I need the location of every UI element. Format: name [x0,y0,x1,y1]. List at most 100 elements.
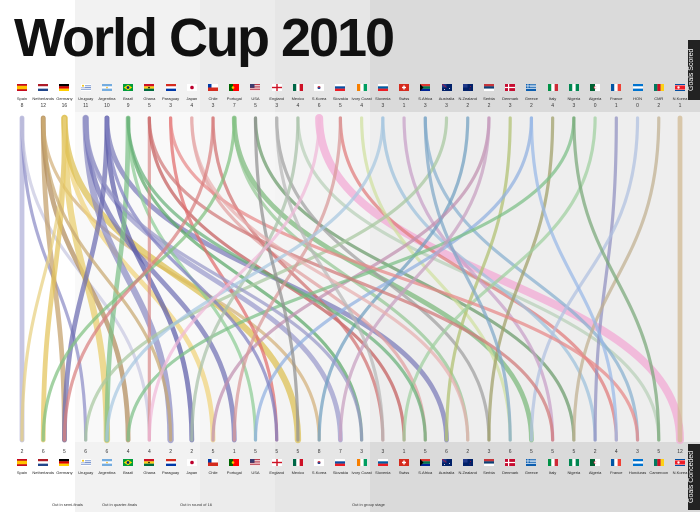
stage-label-quarters: Out in quarter-finals [102,502,138,507]
conceded-goal-count: 3 [360,449,363,455]
scored-team-name: Greece [524,96,538,101]
conceded-flag-icon [653,459,664,466]
flow-line [253,116,534,442]
scored-team-name: Denmark [502,96,519,101]
conceded-flag-icon [675,459,685,466]
flow-line [82,114,174,444]
flow-line [168,116,640,442]
conceded-team-name: Portugal [226,470,242,475]
scored-goal-count: 3 [169,103,172,109]
conceded-team-name: Japan [186,470,198,475]
scored-team-name: Serbia [483,96,495,101]
scored-flag-icon [186,84,197,91]
scored-goal-count: 8 [20,103,24,109]
scored-team-name: Mexico [291,96,305,101]
scored-flag-icon [38,84,49,91]
flow-line [253,116,300,442]
scored-goal-count: 4 [360,103,363,109]
conceded-goal-count: 5 [530,449,533,455]
scored-goal-count: 9 [126,103,130,109]
conceded-flag-icon [314,459,325,466]
conceded-team-name: Swiss [398,470,410,475]
conceded-team-name: Australia [438,470,455,475]
scored-goal-count: 12 [40,103,46,109]
conceded-flag-icon [165,459,176,466]
scored-flag-icon [590,84,601,91]
scored-team-name: Uruguay [78,96,94,101]
scored-flag-icon [399,84,410,91]
conceded-goal-count: 1 [402,449,406,455]
conceded-flag-icon [208,459,219,466]
scored-flag-icon [377,84,388,91]
conceded-goal-count: 2 [20,449,24,455]
scored-goal-count: 3 [423,103,427,109]
conceded-flag-icon [144,459,155,466]
scored-flag-icon [59,84,70,91]
flow-line [147,116,321,442]
conceded-goal-count: 4 [614,449,618,455]
conceded-goal-count: 5 [211,449,215,455]
conceded-goal-count: 6 [41,449,45,455]
scored-flag-icon [675,84,685,91]
scored-team-name: Slovakia [332,96,348,101]
scored-flag-icon [271,84,282,91]
stage-label-r16: Out in round of 16 [180,502,213,507]
scored-team-name: S.Africa [418,96,433,101]
conceded-team-name: Spain [16,470,28,475]
scored-goal-count: 3 [572,103,576,109]
scored-team-name: HON [633,96,642,101]
conceded-team-name: Slovakia [332,470,348,475]
conceded-goal-count: 6 [508,449,512,455]
conceded-goal-count: 6 [84,449,88,455]
stage-label-group: Out in group stage [352,502,385,507]
scored-flag-icon [356,84,367,91]
conceded-team-name: S.Africa [418,470,433,475]
scored-team-name: France [610,96,623,101]
flow-line [487,116,555,442]
scored-flag-icon [632,84,643,91]
scored-team-name: Nigeria [567,96,581,101]
scored-team-name: Chile [208,96,218,101]
scored-team-name: Brazil [123,96,134,101]
flow-line [62,115,110,443]
flow-line [104,115,131,443]
scored-flag-icon [441,84,452,91]
conceded-flag-icon [271,459,282,466]
scored-team-name: N.Korea [672,96,688,101]
scored-team-name: USA [251,96,260,101]
scored-goal-count: 1 [614,103,618,109]
conceded-flag-icon [80,459,91,466]
conceded-flag-icon [101,459,112,466]
scored-team-name: Slovenia [375,96,391,101]
scored-team-name: Paraguay [162,96,180,101]
conceded-flag-icon [462,459,473,466]
conceded-goal-count: 8 [317,449,321,455]
flow-line [338,116,491,442]
flow-line [275,116,491,442]
conceded-flag-icon [17,459,27,466]
conceded-flag-icon [611,459,622,466]
conceded-goal-count: 12 [677,449,683,455]
conceded-goal-count: 4 [147,449,151,455]
conceded-goal-count: 3 [636,449,639,455]
conceded-team-name: England [269,470,285,475]
flow-line [444,116,512,442]
scored-flag-icon [17,84,27,91]
scored-goal-count: 1 [402,103,406,109]
scored-team-name: CMR [654,96,664,101]
scored-goal-count: 16 [61,103,68,109]
conceded-goal-count: 2 [169,449,172,455]
scored-goal-count: 6 [317,103,321,109]
scored-goal-count: 4 [551,103,555,109]
scored-flag-icon [335,84,346,91]
conceded-team-name: N.Korea [672,470,688,475]
conceded-team-name: Uruguay [78,470,94,475]
scored-flag-icon [292,84,303,91]
scored-goal-count: 2 [657,103,661,109]
scored-team-name: England [269,96,285,101]
conceded-flag-icon [292,459,303,466]
scored-flag-icon [229,84,240,91]
conceded-flag-icon [483,459,494,466]
scored-team-name: Argentina [98,96,116,101]
